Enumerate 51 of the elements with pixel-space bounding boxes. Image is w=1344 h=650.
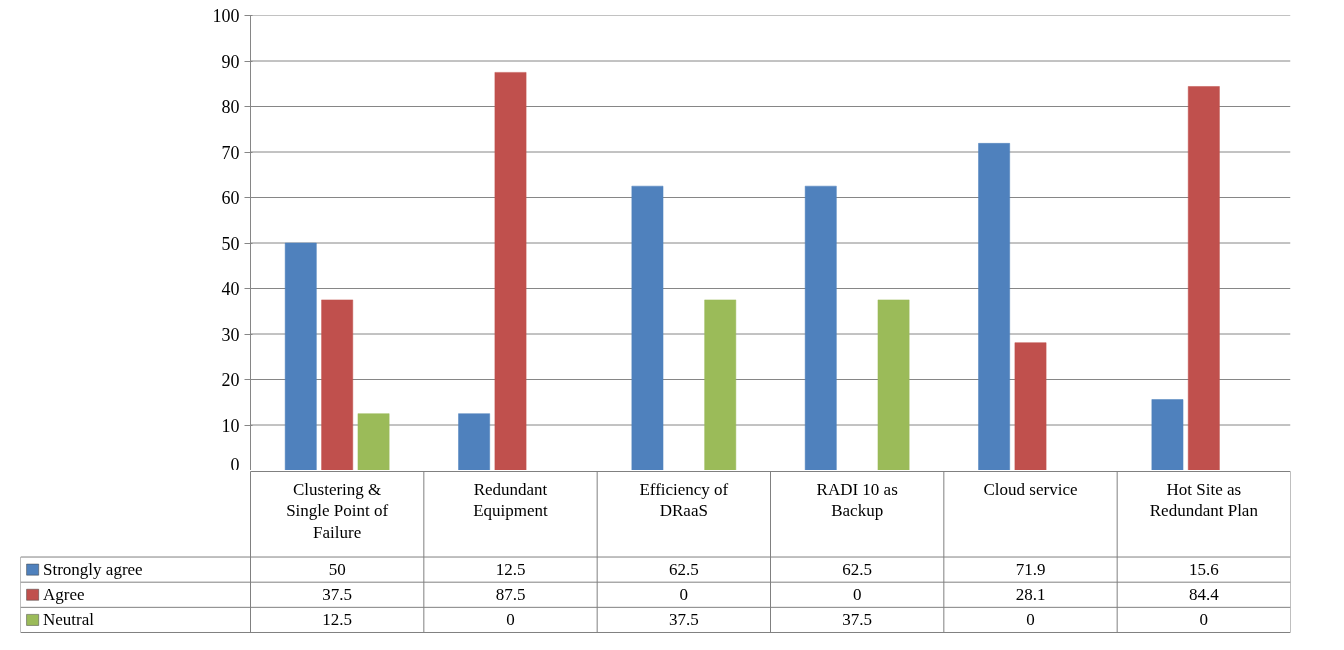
y-tick-label: 80 — [221, 97, 240, 117]
bar — [1187, 86, 1220, 470]
data-label: 84.4 — [1188, 585, 1220, 605]
y-tick-label: 50 — [221, 233, 240, 254]
data-label: 0 — [852, 585, 862, 605]
bar — [1014, 342, 1047, 470]
legend-label: Agree — [43, 585, 85, 605]
y-tick-label: 100 — [212, 6, 240, 26]
data-label: 0 — [506, 610, 515, 630]
y-tick-label: 30 — [221, 324, 240, 345]
bar — [284, 242, 317, 470]
data-label: 50 — [328, 560, 346, 580]
bar — [357, 413, 390, 470]
data-label: 37.5 — [322, 585, 353, 605]
data-label: 0 — [1199, 610, 1209, 630]
bar — [804, 185, 837, 470]
y-tick-label: 90 — [221, 51, 240, 72]
data-label: 12.5 — [322, 610, 353, 630]
y-tick-label: 40 — [221, 279, 240, 299]
data-label: 62.5 — [668, 560, 699, 580]
data-label: 0 — [679, 585, 689, 605]
y-tick-label: 60 — [221, 188, 240, 208]
data-label: 28.1 — [1015, 585, 1046, 605]
data-label: 37.5 — [668, 610, 699, 630]
x-tick-label: Cloud service — [983, 479, 1078, 499]
bar — [1151, 399, 1184, 470]
x-tick-label: Hot Site as Redundant Plan — [1149, 479, 1259, 521]
y-tick-label: 10 — [221, 415, 240, 436]
legend-label: Strongly agree — [43, 560, 143, 580]
data-label: 62.5 — [842, 560, 873, 580]
legend-label: Neutral — [43, 610, 95, 630]
x-tick-label: Efficiency of DRaaS — [639, 479, 729, 521]
data-label: 71.9 — [1015, 560, 1046, 580]
y-tick-label: 0 — [230, 454, 240, 475]
y-tick-label: 20 — [221, 370, 240, 390]
data-label: 15.6 — [1188, 560, 1219, 580]
x-tick-label: Redundant Equipment — [473, 479, 549, 521]
bar — [494, 72, 527, 470]
data-label: 87.5 — [495, 585, 526, 605]
bar — [877, 299, 910, 470]
y-tick-label: 70 — [221, 142, 240, 163]
data-label: 12.5 — [495, 560, 526, 580]
x-tick-label: RADI 10 as Backup — [816, 479, 898, 521]
bar — [704, 299, 737, 470]
bar — [978, 143, 1010, 470]
bar — [631, 185, 664, 470]
bar — [321, 299, 354, 470]
data-label: 37.5 — [842, 610, 873, 630]
x-tick-label: Clustering & Single Point of Failure — [286, 479, 389, 543]
data-label: 0 — [1026, 610, 1035, 630]
bar — [458, 413, 490, 470]
